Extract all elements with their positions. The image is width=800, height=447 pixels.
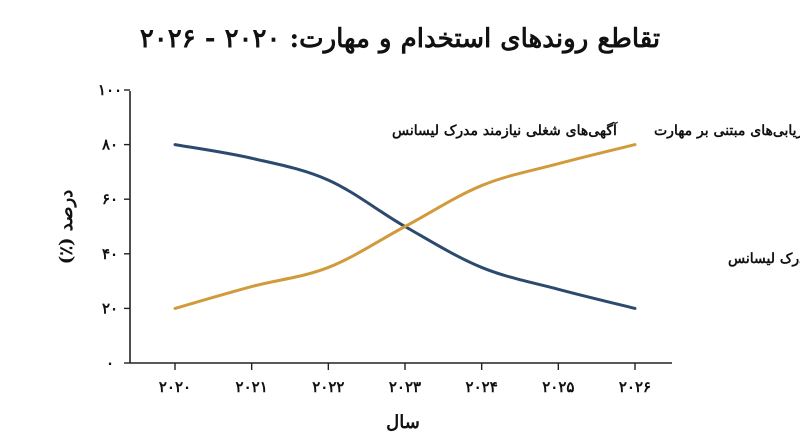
x-tick-label: ۲۰۲۰	[159, 378, 191, 396]
y-tick-label: ۲۰	[102, 299, 118, 317]
x-tick-label: ۲۰۲۴	[466, 378, 498, 396]
y-tick-label: ۸۰	[101, 136, 118, 154]
series-lines	[173, 143, 637, 310]
series-label: آگهی‌های شغلی نیازمند مدرک لیسانس	[392, 121, 618, 139]
chart-title: تقاطع روندهای استخدام و مهارت: ۲۰۲۰ - ۲۰…	[140, 24, 660, 54]
series-line-1	[173, 143, 637, 310]
x-axis-ticks: ۲۰۲۰ ۲۰۲۱ ۲۰۲۲ ۲۰۲۳ ۲۰۲۴ ۲۰۲۵ ۲۰۲۶	[159, 363, 651, 396]
y-tick-label: ۰	[106, 354, 114, 372]
x-tick-label: ۲۰۲۱	[236, 378, 268, 396]
y-tick-label: ۶۰	[102, 190, 118, 208]
y-tick-label: ۴۰	[102, 245, 118, 263]
y-axis-ticks: ۰ ۲۰ ۴۰ ۶۰ ۸۰ ۱۰۰	[98, 81, 130, 372]
series-label: آگهی‌های شغلی نیازمند مدرک لیسانس	[728, 249, 800, 267]
series-labels: آگهی‌های شغلی نیازمند مدرک لیسانس استفاده…	[392, 121, 800, 267]
y-tick-label: ۱۰۰	[98, 81, 122, 99]
x-axis-label: سال	[386, 412, 420, 433]
axes	[129, 91, 672, 364]
x-tick-label: ۲۰۲۲	[312, 378, 344, 396]
x-tick-label: ۲۰۲۵	[542, 378, 574, 396]
x-tick-label: ۲۰۲۳	[389, 378, 421, 396]
x-tick-label: ۲۰۲۶	[619, 378, 651, 396]
y-axis-label: درصد (٪)	[56, 190, 77, 264]
series-label: استفاده از ارزیابی‌های مبتنی بر مهارت	[654, 123, 800, 139]
